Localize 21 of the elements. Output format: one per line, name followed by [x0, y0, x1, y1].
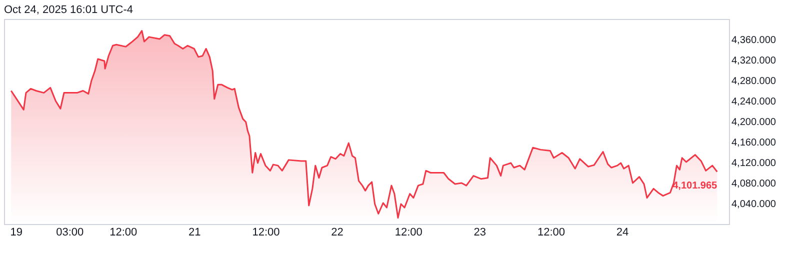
y-tick-label: 4,240.000 — [732, 96, 776, 108]
y-tick-label: 4,160.000 — [732, 138, 776, 148]
x-tick-label: 23 — [474, 226, 486, 238]
x-tick-label: 24 — [616, 226, 629, 238]
y-tick-label: 4,040.000 — [732, 199, 776, 210]
chart-title: Oct 24, 2025 16:01 UTC-4 — [4, 4, 134, 16]
x-tick-label: 12:00 — [110, 226, 138, 238]
y-tick-label: 4,360.000 — [732, 35, 776, 46]
y-tick-label: 4,320.000 — [732, 56, 776, 66]
y-tick-label: 4,080.000 — [732, 178, 776, 190]
x-tick-label: 12:00 — [537, 226, 565, 238]
x-tick-label: 12:00 — [252, 226, 280, 238]
y-tick-label: 4,280.000 — [732, 76, 776, 87]
x-tick-label: 12:00 — [394, 226, 422, 238]
x-tick-label: 21 — [188, 226, 201, 238]
x-tick-label: 19 — [10, 226, 23, 238]
y-tick-label: 4,120.000 — [732, 158, 776, 169]
y-tick-label: 4,200.000 — [732, 117, 776, 128]
x-tick-label: 03:00 — [56, 226, 84, 238]
x-tick-label: 22 — [331, 226, 344, 238]
annotation: 4,101.965 — [672, 180, 718, 192]
